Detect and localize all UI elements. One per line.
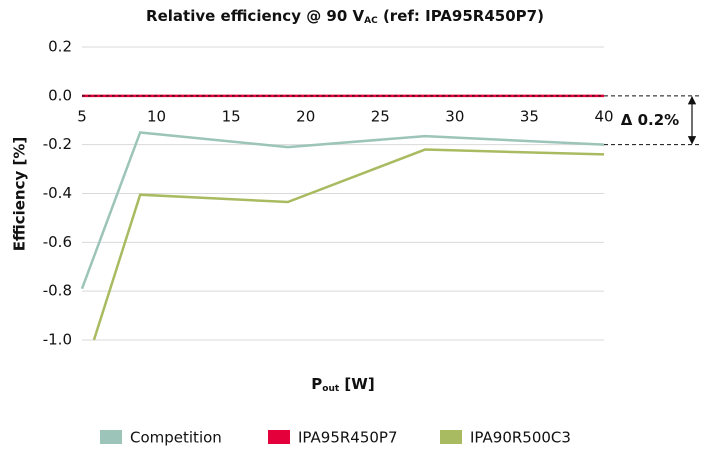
- y-tick-label: -0.8: [43, 282, 72, 300]
- legend-swatch: [100, 430, 122, 444]
- y-tick-label: -0.4: [43, 184, 72, 202]
- legend-swatch: [440, 430, 462, 444]
- y-tick-label: 0.2: [48, 38, 72, 56]
- x-tick-label: 25: [371, 107, 390, 125]
- x-tick-label: 15: [222, 107, 241, 125]
- annotation-text: Δ 0.2%: [621, 111, 679, 129]
- y-tick-label: -1.0: [43, 331, 72, 349]
- x-tick-label: 30: [445, 107, 464, 125]
- legend-label: IPA95R450P7: [298, 429, 398, 447]
- legend-label: IPA90R500C3: [470, 429, 571, 447]
- y-axis-label: Efficiency [%]: [11, 137, 29, 252]
- x-tick-label: 40: [594, 107, 613, 125]
- series-line: [92, 148, 605, 341]
- y-tick-label: 0.0: [48, 86, 72, 104]
- x-tick-label: 10: [147, 107, 166, 125]
- series-line: [80, 131, 605, 290]
- x-tick-label: 35: [520, 107, 539, 125]
- x-tick-label: 20: [296, 107, 315, 125]
- chart-title: Relative efficiency @ 90 VAC (ref: IPA95…: [146, 7, 544, 26]
- x-axis-label: Pout [W]: [311, 375, 374, 394]
- legend-swatch: [268, 430, 290, 444]
- y-tick-label: -0.6: [43, 233, 72, 251]
- y-tick-label: -0.2: [43, 135, 72, 153]
- x-tick-label: 5: [77, 107, 87, 125]
- legend-label: Competition: [130, 429, 222, 447]
